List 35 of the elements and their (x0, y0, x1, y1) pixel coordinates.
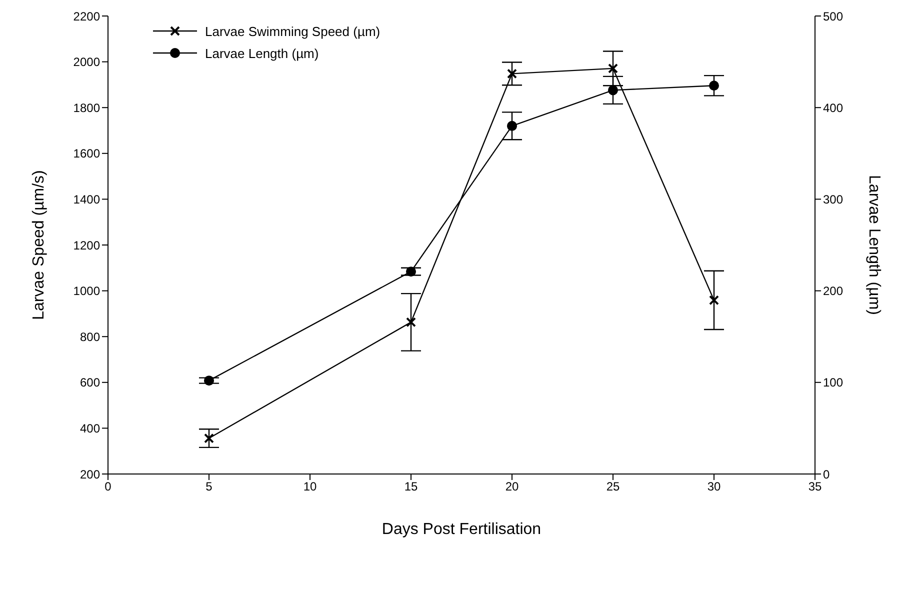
y-tick-label: 2200 (73, 9, 100, 24)
y2-axis-title: Larvae Length (µm) (865, 175, 882, 315)
y-tick-label: 400 (80, 421, 100, 436)
x-tick-label: 0 (104, 480, 112, 494)
y2-tick-label: 300 (823, 192, 844, 206)
y2-tick-label: 200 (823, 284, 844, 298)
x-tick-label: 5 (206, 480, 213, 494)
y-axis-title: Larvae Speed (µm/s) (30, 170, 48, 320)
y-tick-label: 600 (80, 376, 100, 390)
x-tick-label: 35 (808, 480, 822, 494)
y2-tick-label: 0 (823, 467, 830, 482)
point (204, 376, 214, 386)
y-tick-label: 1400 (73, 192, 100, 206)
y-tick-label: 2000 (73, 55, 100, 70)
y2-tick-label: 500 (823, 9, 844, 24)
y2-tick-label: 100 (823, 376, 844, 390)
x-tick-label: 25 (606, 480, 620, 494)
x-tick-label: 30 (707, 480, 721, 494)
y2-tick-label: 400 (823, 100, 844, 115)
y-tick-label: 200 (80, 467, 100, 482)
x-tick-label: 10 (303, 480, 317, 494)
point (709, 80, 719, 91)
point (608, 85, 618, 96)
y-tick-label: 1600 (73, 146, 100, 161)
x-tick-label: 20 (505, 480, 519, 494)
point (406, 266, 416, 277)
y-tick-label: 800 (80, 330, 100, 344)
point (507, 120, 517, 131)
y-tick-label: 1200 (73, 238, 100, 252)
y-tick-label: 1800 (73, 100, 100, 115)
legend-label: Larvae Length (µm) (205, 46, 319, 60)
y-tick-label: 1000 (73, 284, 100, 298)
x-tick-label: 15 (404, 480, 418, 494)
legend-label: Larvae Swimming Speed (µm) (205, 24, 380, 38)
x-axis-title: Days Post Fertilisation (382, 521, 542, 538)
